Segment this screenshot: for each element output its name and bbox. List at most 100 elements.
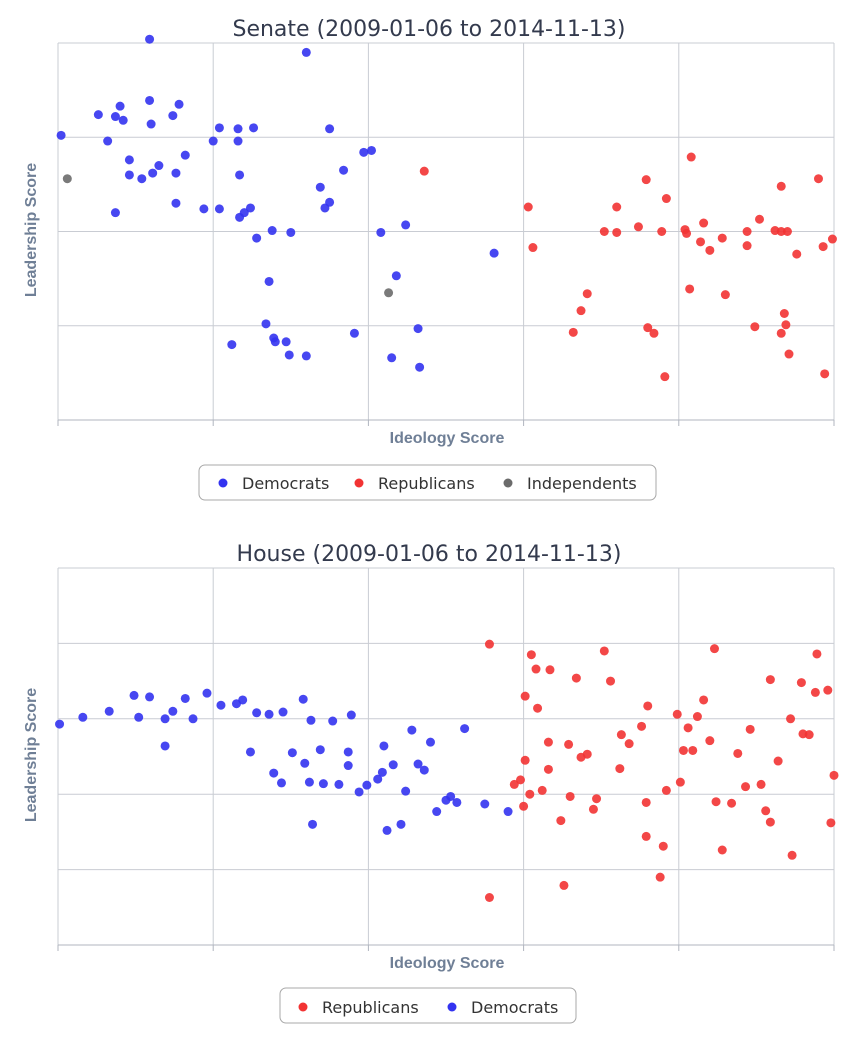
data-point-democrats[interactable] (145, 692, 155, 702)
data-point-democrats[interactable] (168, 706, 178, 716)
data-point-republicans[interactable] (419, 166, 429, 176)
data-point-republicans[interactable] (643, 701, 653, 711)
data-point-republicans[interactable] (765, 675, 775, 685)
data-point-democrats[interactable] (180, 150, 190, 160)
data-point-democrats[interactable] (367, 145, 377, 155)
data-point-republicans[interactable] (699, 695, 709, 705)
data-point-republicans[interactable] (564, 739, 574, 749)
data-point-democrats[interactable] (359, 147, 369, 157)
data-point-republicans[interactable] (520, 755, 530, 765)
data-point-democrats[interactable] (325, 124, 335, 134)
data-point-republicans[interactable] (705, 736, 715, 746)
data-point-republicans[interactable] (812, 649, 822, 659)
data-point-democrats[interactable] (407, 725, 417, 735)
data-point-republicans[interactable] (643, 323, 653, 333)
data-point-democrats[interactable] (160, 741, 170, 751)
data-point-democrats[interactable] (146, 119, 156, 129)
data-point-republicans[interactable] (750, 322, 760, 332)
data-point-republicans[interactable] (520, 691, 530, 701)
data-point-republicans[interactable] (711, 797, 721, 807)
data-point-republicans[interactable] (545, 665, 555, 675)
data-point-democrats[interactable] (264, 709, 274, 719)
data-point-democrats[interactable] (137, 174, 147, 184)
data-point-democrats[interactable] (343, 761, 353, 771)
data-point-republicans[interactable] (761, 806, 771, 816)
data-point-republicans[interactable] (727, 798, 737, 808)
data-point-republicans[interactable] (641, 797, 651, 807)
data-point-democrats[interactable] (419, 765, 429, 775)
data-point-republicans[interactable] (616, 730, 626, 740)
data-point-republicans[interactable] (675, 777, 685, 787)
data-point-republicans[interactable] (655, 872, 665, 882)
data-point-democrats[interactable] (214, 123, 224, 133)
data-point-republicans[interactable] (661, 194, 671, 204)
data-point-republicans[interactable] (672, 709, 682, 719)
data-point-democrats[interactable] (129, 690, 139, 700)
data-point-democrats[interactable] (245, 203, 255, 213)
data-point-republicans[interactable] (792, 249, 802, 259)
data-point-republicans[interactable] (615, 764, 625, 774)
data-point-democrats[interactable] (148, 168, 158, 178)
data-point-republicans[interactable] (786, 714, 796, 724)
legend-label-democrats[interactable]: Democrats (471, 998, 558, 1017)
data-point-republicans[interactable] (826, 818, 836, 828)
data-point-democrats[interactable] (78, 712, 88, 722)
data-point-democrats[interactable] (154, 161, 164, 171)
data-point-democrats[interactable] (339, 165, 349, 175)
data-point-democrats[interactable] (118, 115, 128, 125)
data-point-republicans[interactable] (784, 349, 794, 359)
data-point-republicans[interactable] (661, 785, 671, 795)
data-point-democrats[interactable] (286, 227, 296, 237)
data-point-republicans[interactable] (533, 703, 543, 713)
data-point-democrats[interactable] (396, 819, 406, 829)
data-point-republicans[interactable] (519, 801, 529, 811)
data-point-democrats[interactable] (349, 328, 359, 338)
data-point-democrats[interactable] (145, 95, 155, 105)
data-point-republicans[interactable] (556, 816, 566, 826)
data-point-republicans[interactable] (599, 227, 609, 236)
data-point-democrats[interactable] (315, 745, 325, 755)
data-point-republicans[interactable] (582, 749, 592, 759)
data-point-democrats[interactable] (376, 227, 386, 237)
data-point-republicans[interactable] (484, 639, 494, 649)
data-point-democrats[interactable] (452, 797, 462, 807)
data-point-republicans[interactable] (755, 214, 765, 224)
data-point-republicans[interactable] (565, 791, 575, 801)
data-point-democrats[interactable] (171, 198, 181, 208)
data-point-republicans[interactable] (582, 289, 592, 299)
legend-marker-independents[interactable] (503, 478, 513, 488)
data-point-democrats[interactable] (284, 350, 294, 360)
data-point-republicans[interactable] (773, 756, 783, 766)
data-point-republicans[interactable] (776, 181, 786, 191)
data-point-democrats[interactable] (354, 787, 364, 797)
data-point-republicans[interactable] (686, 152, 696, 162)
data-point-republicans[interactable] (637, 721, 647, 731)
data-point-democrats[interactable] (377, 767, 387, 777)
data-point-republicans[interactable] (515, 775, 525, 785)
data-point-democrats[interactable] (233, 124, 243, 134)
data-point-republicans[interactable] (781, 320, 791, 330)
data-point-republicans[interactable] (612, 202, 622, 212)
data-point-republicans[interactable] (818, 242, 828, 252)
data-point-democrats[interactable] (287, 748, 297, 758)
data-point-republicans[interactable] (733, 748, 743, 758)
data-point-democrats[interactable] (298, 694, 308, 704)
data-point-democrats[interactable] (343, 747, 353, 757)
data-point-democrats[interactable] (276, 778, 286, 788)
data-point-republicans[interactable] (641, 175, 651, 185)
data-point-democrats[interactable] (124, 155, 134, 165)
data-point-republicans[interactable] (525, 789, 535, 799)
data-point-republicans[interactable] (776, 227, 786, 236)
data-point-republicans[interactable] (484, 892, 494, 902)
data-point-republicans[interactable] (568, 327, 578, 337)
data-point-republicans[interactable] (599, 646, 609, 656)
data-point-republicans[interactable] (829, 770, 839, 780)
data-point-democrats[interactable] (199, 204, 209, 214)
data-point-republicans[interactable] (571, 673, 581, 683)
data-point-democrats[interactable] (208, 136, 218, 146)
data-point-independents[interactable] (62, 174, 72, 184)
data-point-republicans[interactable] (796, 678, 806, 688)
data-point-republicans[interactable] (765, 817, 775, 827)
data-point-republicans[interactable] (717, 845, 727, 855)
data-point-republicans[interactable] (592, 794, 602, 804)
